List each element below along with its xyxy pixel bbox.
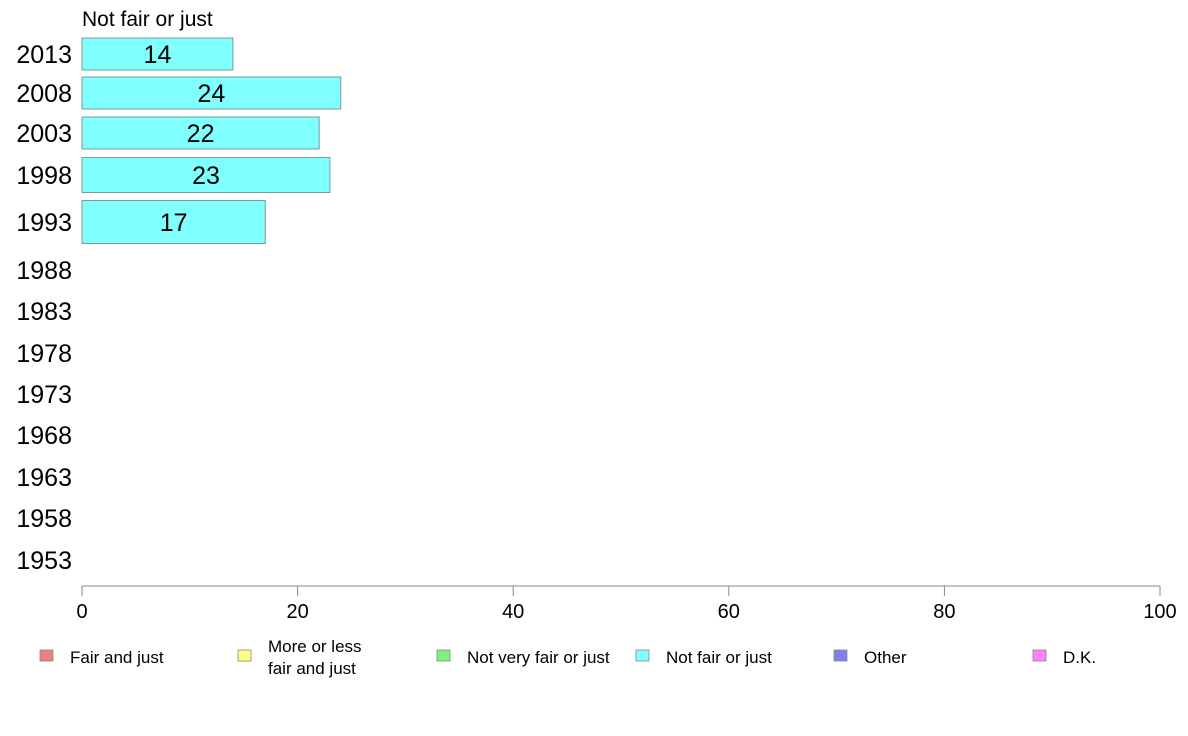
x-tick-label-20: 20 xyxy=(286,601,308,623)
year-label-1983: 1983 xyxy=(16,298,72,326)
x-tick-label-60: 60 xyxy=(718,601,740,623)
year-label-1978: 1978 xyxy=(16,340,72,368)
x-tick-label-40: 40 xyxy=(502,601,524,623)
year-label-1973: 1973 xyxy=(16,381,72,409)
bar-2013 xyxy=(81,37,234,71)
x-tick-label-100: 100 xyxy=(1143,601,1176,623)
year-label-1993: 1993 xyxy=(16,209,72,237)
year-label-1988: 1988 xyxy=(16,257,72,285)
year-labels-group: 2013 2008 2003 1998 1993 1988 1983 1978 1973 1968… xyxy=(16,41,72,575)
bar-1998 xyxy=(81,157,331,193)
bar-label-2008: 24 xyxy=(197,80,225,108)
year-label-2013: 2013 xyxy=(16,41,72,69)
bar-2003 xyxy=(81,116,320,150)
bar-1993 xyxy=(81,200,266,244)
chart-title: Not fair or just xyxy=(82,8,213,31)
bar-label-1993: 17 xyxy=(160,209,188,237)
legend-swatch-not-fair-or-just xyxy=(635,649,650,662)
legend-label-other: Other xyxy=(864,648,907,667)
year-label-1953: 1953 xyxy=(16,547,72,575)
year-label-1958: 1958 xyxy=(16,505,72,533)
legend-swatch-more-or-less-fair-and-just xyxy=(237,649,252,662)
year-label-1963: 1963 xyxy=(16,464,72,492)
year-label-1968: 1968 xyxy=(16,422,72,450)
legend-swatch-fair-and-just xyxy=(39,649,54,662)
legend-label-not-fair-or-just: Not fair or just xyxy=(666,648,772,667)
legend-label-not-very-fair-or-just: Not very fair or just xyxy=(467,648,610,667)
legend: Fair and just More or less fair and just No… xyxy=(39,637,1096,678)
bar-label-2003: 22 xyxy=(187,120,215,148)
x-tick-label-0: 0 xyxy=(76,601,87,623)
year-label-2008: 2008 xyxy=(16,80,72,108)
bar-label-2013: 14 xyxy=(144,41,172,69)
legend-label-more-or-less-fair-and-just: More or less fair and just xyxy=(268,637,362,678)
legend-swatch-other xyxy=(833,649,848,662)
x-axis: 0 20 40 60 80 100 xyxy=(76,585,1177,623)
bar-2008 xyxy=(81,76,342,110)
year-label-1998: 1998 xyxy=(16,162,72,190)
legend-label-fair-and-just: Fair and just xyxy=(70,648,164,667)
legend-swatch-not-very-fair-or-just xyxy=(436,649,451,662)
legend-swatch-d-k xyxy=(1032,649,1047,662)
legend-label-d-k: D.K. xyxy=(1063,648,1096,667)
x-tick-label-80: 80 xyxy=(933,601,955,623)
year-label-2003: 2003 xyxy=(16,120,72,148)
bar-label-1998: 23 xyxy=(192,162,220,190)
